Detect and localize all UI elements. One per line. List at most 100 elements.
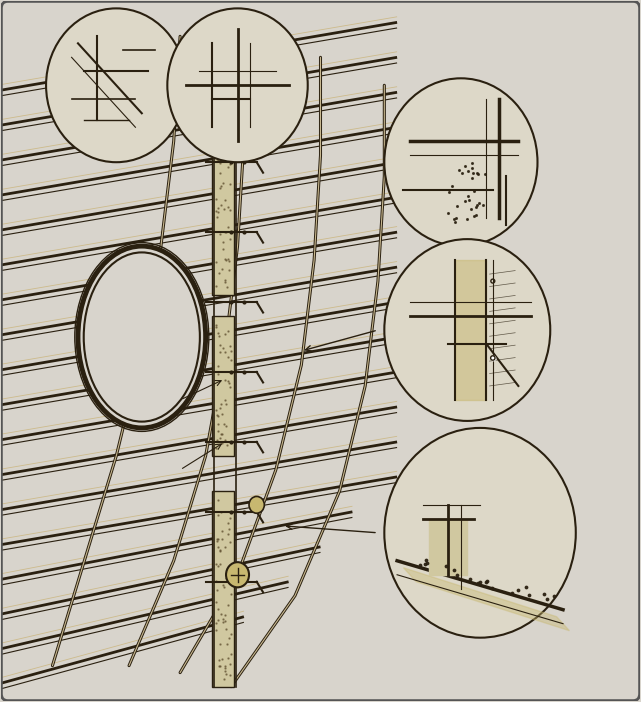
Point xyxy=(222,638,232,649)
Point xyxy=(215,544,225,555)
Point xyxy=(460,160,470,171)
Point xyxy=(213,104,223,115)
Point xyxy=(467,162,478,173)
Point xyxy=(219,276,229,287)
Point xyxy=(217,534,228,545)
Point xyxy=(462,214,472,225)
Point xyxy=(218,243,228,254)
Point xyxy=(463,191,473,202)
Point xyxy=(213,154,224,166)
Point xyxy=(211,93,221,105)
Point xyxy=(212,194,222,205)
Point xyxy=(211,404,221,416)
Point xyxy=(213,509,223,520)
Point xyxy=(239,157,249,168)
Point xyxy=(216,145,226,157)
Point xyxy=(446,180,456,192)
Point xyxy=(222,161,233,173)
Point xyxy=(220,660,230,671)
Point xyxy=(220,615,230,626)
Point xyxy=(221,420,231,431)
Point xyxy=(212,211,222,223)
Point xyxy=(215,661,225,672)
Point xyxy=(549,590,559,602)
Point xyxy=(221,572,231,583)
Point xyxy=(212,155,222,166)
Point xyxy=(216,200,226,211)
Point xyxy=(481,576,492,587)
Point xyxy=(220,346,230,357)
Point xyxy=(226,588,236,600)
Point xyxy=(217,94,228,105)
Point xyxy=(221,668,231,680)
Point xyxy=(223,110,233,121)
Polygon shape xyxy=(429,519,467,575)
Point xyxy=(479,168,490,179)
Point xyxy=(239,576,249,588)
Point xyxy=(213,534,223,545)
Point xyxy=(216,180,226,192)
Point xyxy=(223,201,233,213)
Point xyxy=(211,319,221,331)
Point xyxy=(219,64,229,75)
Point xyxy=(223,352,233,363)
Point xyxy=(539,588,549,600)
Point xyxy=(217,65,227,77)
Point xyxy=(211,625,221,636)
FancyBboxPatch shape xyxy=(212,316,235,456)
Point xyxy=(220,395,230,406)
Point xyxy=(225,340,235,352)
Point xyxy=(215,339,225,350)
Point xyxy=(213,368,223,379)
Point xyxy=(224,633,235,644)
Point xyxy=(469,185,479,197)
Point xyxy=(217,429,228,440)
Point xyxy=(210,322,221,333)
Point xyxy=(449,213,459,225)
Point xyxy=(481,576,492,588)
Point xyxy=(225,536,235,548)
Circle shape xyxy=(226,562,249,588)
Point xyxy=(211,256,221,267)
Circle shape xyxy=(385,79,538,246)
Point xyxy=(219,418,229,430)
Point xyxy=(220,194,230,206)
Point xyxy=(222,600,233,611)
Point xyxy=(239,227,249,238)
Point xyxy=(226,649,236,660)
Point xyxy=(213,411,223,422)
Point xyxy=(472,199,482,211)
Point xyxy=(215,86,225,97)
Point xyxy=(226,345,236,357)
Point xyxy=(213,126,223,138)
Point xyxy=(219,663,229,674)
Point xyxy=(215,402,225,413)
Point xyxy=(226,355,236,366)
Point xyxy=(212,534,222,545)
Point xyxy=(472,167,483,178)
Point xyxy=(212,98,222,109)
Point xyxy=(224,85,235,96)
Point xyxy=(452,201,462,212)
Point xyxy=(239,506,249,517)
Point xyxy=(220,274,230,286)
Point xyxy=(224,256,235,267)
Point xyxy=(221,623,231,634)
FancyBboxPatch shape xyxy=(212,37,235,295)
Point xyxy=(215,52,225,63)
Point xyxy=(478,199,488,211)
Point xyxy=(215,638,225,649)
Point xyxy=(219,434,229,445)
Point xyxy=(220,329,230,340)
Point xyxy=(449,564,459,575)
Point xyxy=(420,558,431,569)
Point xyxy=(225,512,235,524)
Point xyxy=(226,45,236,56)
Point xyxy=(213,110,223,121)
Point xyxy=(219,178,229,189)
Point xyxy=(213,206,223,218)
Point xyxy=(421,555,431,566)
Point xyxy=(213,360,223,371)
Point xyxy=(488,352,498,364)
Point xyxy=(223,325,233,336)
